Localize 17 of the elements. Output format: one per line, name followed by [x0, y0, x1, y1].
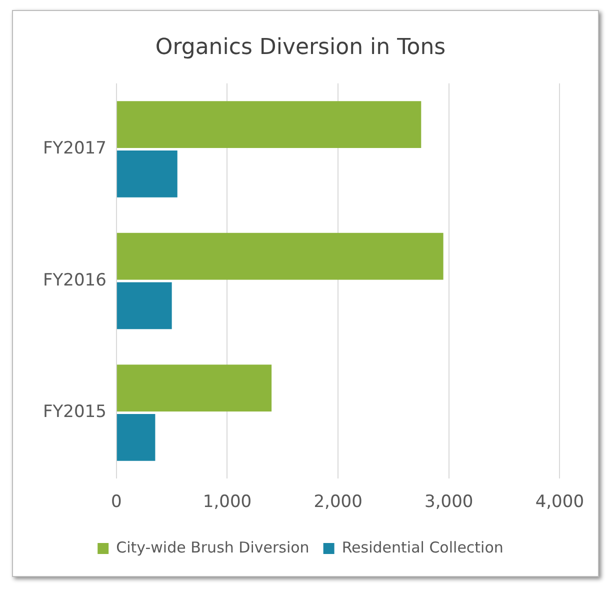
bar — [116, 101, 422, 148]
y-tick-label: FY2016 — [42, 270, 106, 290]
bar — [116, 232, 444, 280]
x-tick-label: 4,000 — [535, 492, 584, 512]
x-tick-label: 1,000 — [202, 492, 252, 512]
legend-label: Residential Collection — [342, 538, 504, 556]
bar — [116, 364, 272, 412]
chart-title: Organics Diversion in Tons — [155, 34, 446, 60]
bar — [116, 414, 156, 461]
y-tick-label: FY2015 — [42, 402, 106, 422]
y-tick-label: FY2017 — [42, 138, 106, 159]
x-tick-label: 2,000 — [314, 492, 362, 512]
bar — [116, 150, 178, 198]
bar — [116, 282, 172, 330]
legend-label: City-wide Brush Diversion — [116, 538, 310, 556]
x-tick-label: 3,000 — [424, 492, 474, 512]
x-tick-label: 0 — [111, 492, 122, 512]
